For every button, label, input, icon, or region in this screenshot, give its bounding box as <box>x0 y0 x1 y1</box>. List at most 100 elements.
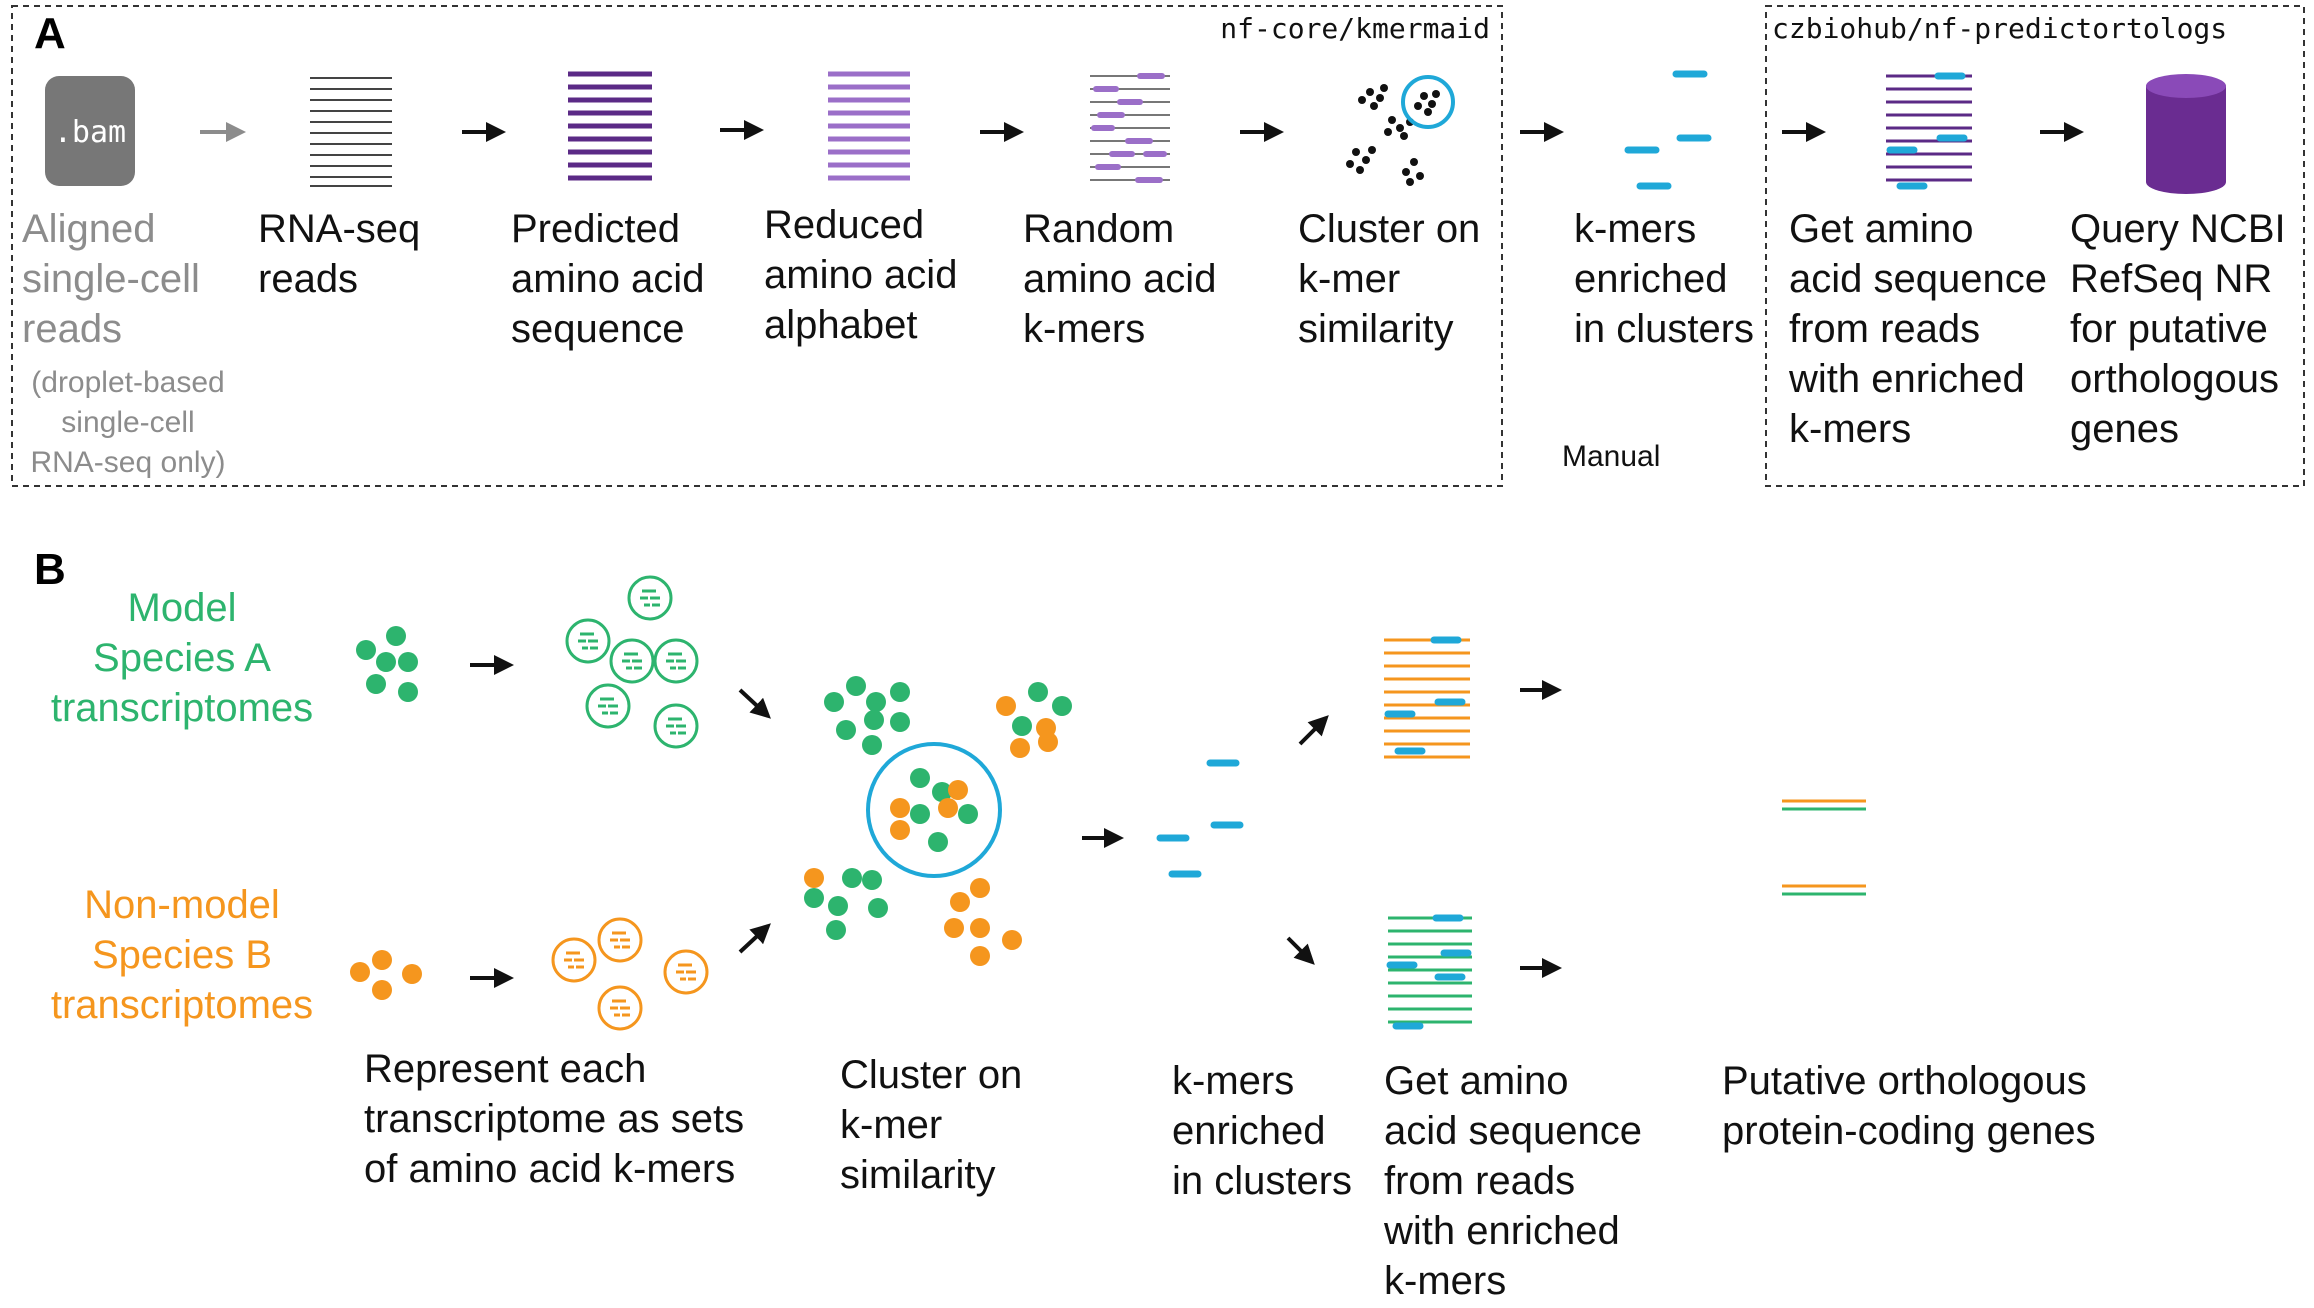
step-cluster: Cluster on k-mer similarity <box>1298 207 1480 351</box>
svg-text:single-cell: single-cell <box>22 257 200 301</box>
svg-text:enriched: enriched <box>1172 1109 1325 1153</box>
svg-text:k-mers: k-mers <box>1023 307 1145 351</box>
svg-text:Aligned: Aligned <box>22 207 155 251</box>
svg-text:of amino acid k-mers: of amino acid k-mers <box>364 1147 735 1191</box>
putative-orthologs-icon <box>1782 799 1866 896</box>
cluster-icon <box>1346 75 1455 186</box>
b-caption-get-amino: Get amino acid sequence from reads with … <box>1383 1059 1642 1303</box>
rna-seq-reads-icon <box>310 77 392 187</box>
step-kmers-enriched: k-mers enriched in clusters <box>1574 207 1754 351</box>
svg-text:sequence: sequence <box>511 307 684 351</box>
svg-text:in clusters: in clusters <box>1172 1159 1352 1203</box>
panel-a-label: A <box>34 9 66 58</box>
svg-text:with enriched: with enriched <box>1383 1209 1620 1253</box>
svg-text:Non-model: Non-model <box>84 883 280 927</box>
kmermaid-box <box>11 5 1503 487</box>
step-predicted-sequence: Predicted amino acid sequence <box>511 207 704 351</box>
cluster-scatter <box>804 676 1072 966</box>
svg-text:Species A: Species A <box>93 636 271 680</box>
svg-text:Predicted: Predicted <box>511 207 680 251</box>
svg-text:in clusters: in clusters <box>1574 307 1754 351</box>
bam-file-icon: .bam <box>45 76 135 186</box>
species-b-kmer-sets <box>551 917 709 1031</box>
svg-text:Species B: Species B <box>92 933 272 977</box>
step-aligned-reads: Aligned single-cell reads (droplet-based… <box>22 207 226 479</box>
svg-text:Putative orthologous: Putative orthologous <box>1722 1059 2087 1103</box>
svg-text:with enriched: with enriched <box>1788 357 2025 401</box>
svg-text:for putative: for putative <box>2070 307 2268 351</box>
svg-text:amino acid: amino acid <box>1023 257 1216 301</box>
svg-text:protein-coding genes: protein-coding genes <box>1722 1109 2096 1153</box>
species-a-kmer-sets <box>565 575 699 749</box>
predictortologs-label: czbiohub/nf-predictortologs <box>1772 12 2227 45</box>
b-caption-represent: Represent each transcriptome as sets of … <box>364 1047 744 1191</box>
reduced-alphabet-icon <box>828 71 910 181</box>
reads-with-kmers-icon <box>1886 72 1972 190</box>
svg-text:similarity: similarity <box>840 1153 996 1197</box>
svg-text:enriched: enriched <box>1574 257 1727 301</box>
svg-text:transcriptomes: transcriptomes <box>51 686 313 730</box>
svg-text:Query NCBI: Query NCBI <box>2070 207 2286 251</box>
svg-text:alphabet: alphabet <box>764 303 917 347</box>
svg-text:single-cell: single-cell <box>61 406 194 439</box>
svg-text:Cluster on: Cluster on <box>1298 207 1480 251</box>
svg-text:RNA-seq only): RNA-seq only) <box>30 446 225 479</box>
svg-text:amino acid: amino acid <box>764 253 957 297</box>
svg-text:k-mers: k-mers <box>1172 1059 1294 1103</box>
b-caption-kmers: k-mers enriched in clusters <box>1172 1059 1352 1203</box>
svg-text:k-mer: k-mer <box>840 1103 942 1147</box>
random-kmers-icon <box>1090 73 1170 183</box>
predictortologs-box <box>1765 5 2305 487</box>
svg-text:Represent each: Represent each <box>364 1047 646 1091</box>
kmermaid-label: nf-core/kmermaid <box>1220 12 1490 45</box>
svg-text:orthologous: orthologous <box>2070 357 2279 401</box>
species-a-cells <box>356 626 418 702</box>
manual-label: Manual <box>1562 440 1660 473</box>
panel-b-arrows <box>470 655 1562 988</box>
amino-acid-sequence-icon <box>568 71 652 181</box>
b-caption-putative: Putative orthologous protein-coding gene… <box>1722 1059 2096 1153</box>
b-species-b-reads <box>1384 636 1470 759</box>
svg-text:.bam: .bam <box>54 115 126 150</box>
svg-text:k-mers: k-mers <box>1574 207 1696 251</box>
svg-text:RNA-seq: RNA-seq <box>258 207 420 251</box>
svg-text:acid sequence: acid sequence <box>1789 257 2047 301</box>
svg-text:from reads: from reads <box>1384 1159 1575 1203</box>
svg-text:RefSeq NR: RefSeq NR <box>2070 257 2272 301</box>
svg-text:from reads: from reads <box>1789 307 1980 351</box>
species-a-label: Model Species A transcriptomes <box>51 586 313 730</box>
svg-text:Model: Model <box>128 586 237 630</box>
panel-b-label: B <box>34 545 66 594</box>
svg-text:k-mer: k-mer <box>1298 257 1400 301</box>
svg-text:Get amino: Get amino <box>1384 1059 1569 1103</box>
svg-text:acid sequence: acid sequence <box>1384 1109 1642 1153</box>
svg-text:transcriptome as sets: transcriptome as sets <box>364 1097 744 1141</box>
b-enriched-kmers <box>1156 759 1244 878</box>
svg-text:(droplet-based: (droplet-based <box>31 366 224 399</box>
b-species-a-reads <box>1386 914 1472 1030</box>
panel-a-arrows <box>200 120 2084 142</box>
step-get-amino-acid: Get amino acid sequence from reads with … <box>1788 207 2047 451</box>
svg-text:reads: reads <box>258 257 358 301</box>
svg-text:amino acid: amino acid <box>511 257 704 301</box>
ncbi-database-icon <box>2146 74 2226 194</box>
svg-text:Reduced: Reduced <box>764 203 924 247</box>
svg-text:transcriptomes: transcriptomes <box>51 983 313 1027</box>
svg-text:genes: genes <box>2070 407 2179 451</box>
svg-text:reads: reads <box>22 307 122 351</box>
step-rna-seq-reads: RNA-seq reads <box>258 207 420 301</box>
species-b-cells <box>350 950 422 1000</box>
svg-text:Cluster on: Cluster on <box>840 1053 1022 1097</box>
svg-text:Random: Random <box>1023 207 1174 251</box>
step-query-ncbi: Query NCBI RefSeq NR for putative orthol… <box>2070 207 2286 451</box>
enriched-kmers-icon <box>1624 70 1712 190</box>
step-random-kmers: Random amino acid k-mers <box>1023 207 1216 351</box>
svg-text:Get amino: Get amino <box>1789 207 1974 251</box>
svg-text:k-mers: k-mers <box>1789 407 1911 451</box>
svg-text:k-mers: k-mers <box>1384 1259 1506 1303</box>
step-reduced-alphabet: Reduced amino acid alphabet <box>764 203 957 347</box>
b-caption-cluster: Cluster on k-mer similarity <box>840 1053 1022 1197</box>
species-b-label: Non-model Species B transcriptomes <box>51 883 313 1027</box>
svg-text:similarity: similarity <box>1298 307 1454 351</box>
